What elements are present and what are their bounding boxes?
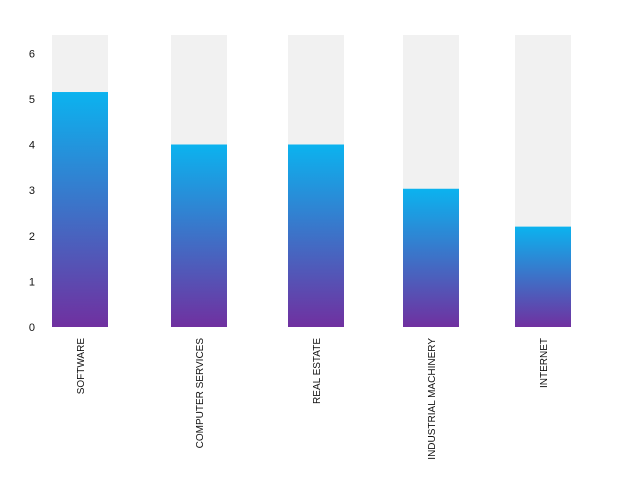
y-tick-label-2: 2 <box>29 231 35 243</box>
x-axis: SOFTWARE COMPUTER SERVICES REAL ESTATE INDU… <box>76 338 550 460</box>
x-tick-label-internet: INTERNET <box>539 338 550 388</box>
y-tick-label-1: 1 <box>29 276 35 288</box>
y-tick-label-4: 4 <box>29 140 35 152</box>
bar-real-estate <box>288 144 344 327</box>
bar-software <box>52 92 108 327</box>
bar-computer-services <box>171 144 227 327</box>
y-tick-label-5: 5 <box>29 94 35 106</box>
x-tick-label-software: SOFTWARE <box>76 338 87 395</box>
y-tick-label-3: 3 <box>29 185 35 197</box>
bars-group <box>52 35 571 327</box>
bar-internet <box>515 226 571 327</box>
y-tick-label-0: 0 <box>29 322 35 334</box>
y-tick-label-6: 6 <box>29 48 35 60</box>
bar-industrial-machinery <box>403 188 459 327</box>
x-tick-label-computer-services: COMPUTER SERVICES <box>195 338 206 449</box>
y-axis: 0 1 2 3 4 5 6 <box>29 48 35 334</box>
x-tick-label-industrial-machinery: INDUSTRIAL MACHINERY <box>427 338 438 460</box>
x-tick-label-real-estate: REAL ESTATE <box>312 338 323 404</box>
